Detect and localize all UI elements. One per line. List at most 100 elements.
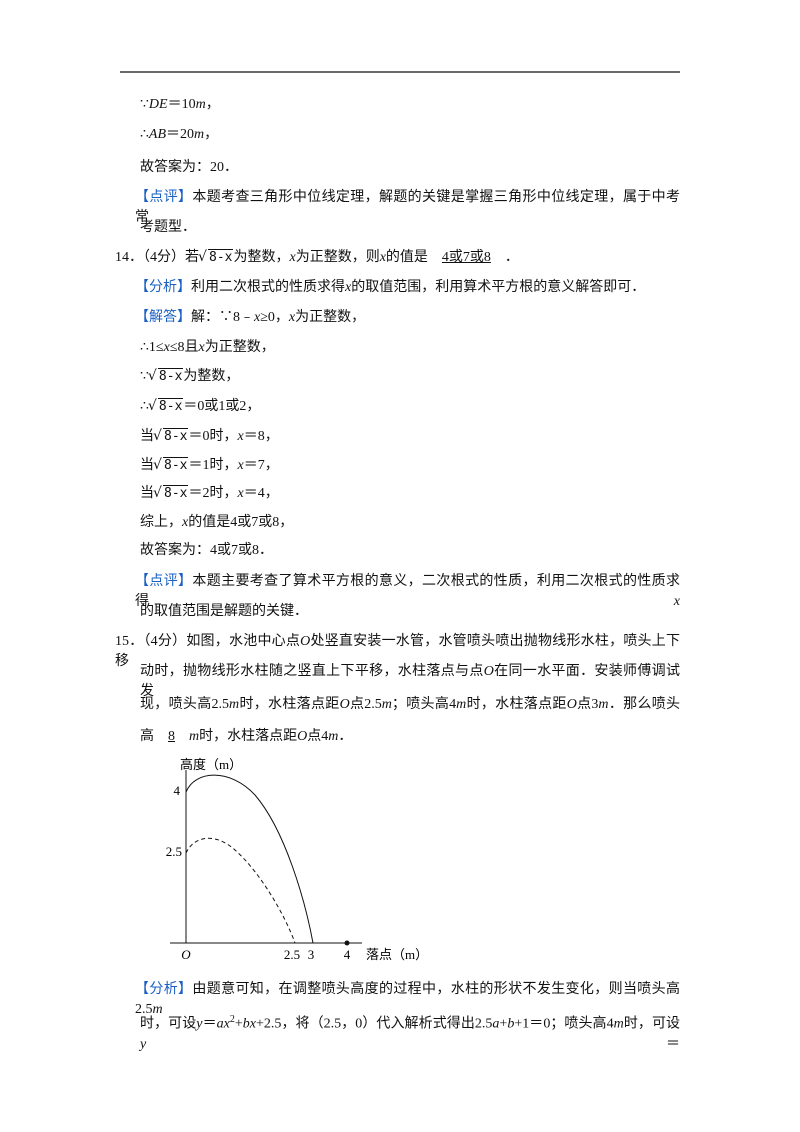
- superscript: 2: [229, 1014, 235, 1025]
- text-line: 【点评】本题主要考查了算术平方根的意义，二次根式的性质，利用二次根式的性质求得x: [135, 572, 680, 612]
- text: ＝2时，: [188, 486, 238, 501]
- text: ≤8且: [169, 340, 199, 355]
- variable: x: [254, 310, 261, 325]
- text: 为正整数，: [295, 310, 366, 325]
- text: 的值是: [385, 250, 428, 265]
- text: 点3: [576, 697, 599, 712]
- curve-2-5m: [185, 837, 296, 944]
- text: 为整数，: [233, 250, 290, 265]
- variable: x: [237, 429, 244, 444]
- variable: x: [237, 458, 244, 473]
- figure: 高度（m） 4 2.5 O 2.5 3 4 落点（m）: [166, 757, 428, 962]
- text: ＝1时，: [188, 458, 238, 473]
- text: ＝7，: [243, 458, 279, 473]
- variable: ax: [216, 1016, 230, 1032]
- radical: 8-x: [163, 485, 189, 501]
- variable: x: [163, 340, 170, 355]
- variable: O: [566, 697, 577, 712]
- text: ＝8，: [243, 429, 279, 444]
- text: ＝20: [166, 127, 195, 142]
- text: ≥0，: [260, 310, 289, 325]
- x-label: 4: [344, 947, 351, 962]
- variable: m: [598, 697, 609, 712]
- text: 本题考查三角形中位线定理，解题的关键是掌握三角形中位线定理，属于中考常: [135, 190, 680, 225]
- text-line: ∴ 8-x＝0或1或2，: [140, 397, 260, 417]
- text-line: 动时，抛物线形水柱随之竖直上下平移，水柱落点与点O在同一水平面．安装师傅调试发: [140, 662, 680, 702]
- text: ＝4，: [243, 486, 279, 501]
- variable: m: [195, 97, 206, 112]
- variable: bx: [242, 1016, 256, 1032]
- y-label: 2.5: [166, 844, 182, 859]
- variable: x: [288, 310, 296, 325]
- text: ；喷头高4: [391, 697, 457, 712]
- text: ，: [204, 127, 219, 142]
- text: ∴: [140, 127, 149, 142]
- text: +2.5，将（2.5，0）代入解析式得出2.5: [255, 1016, 493, 1032]
- text-line: 考题型．: [140, 218, 196, 238]
- text: 故答案为：20．: [140, 160, 238, 175]
- text: 本题主要考查了算术平方根的意义，二次根式的性质，利用二次根式的性质求得: [135, 574, 680, 609]
- variable: m: [152, 1002, 163, 1017]
- text: ∴1≤: [140, 340, 164, 355]
- text: 由题意可知，在调整喷头高度的过程中，水柱的形状不发生变化，则当喷头高2.5: [135, 982, 680, 1017]
- text-line: 【分析】利用二次根式的性质求得x的取值范围，利用算术平方根的意义解答即可．: [135, 278, 645, 298]
- text: 时，水柱落点距: [239, 697, 340, 712]
- section-tag: 【点评】: [135, 190, 193, 205]
- text: 的取值范围，利用算术平方根的意义解答即可．: [351, 280, 646, 295]
- point-4: [344, 940, 350, 946]
- x-label: 3: [308, 947, 315, 962]
- variable: m: [381, 697, 392, 712]
- text-line: 故答案为：4或7或8．: [140, 541, 273, 561]
- text: 当: [140, 486, 154, 501]
- variable: a: [492, 1016, 500, 1032]
- y-label: 4: [174, 783, 181, 798]
- variable: O: [339, 697, 350, 712]
- text-line: ∴AB＝20m，: [140, 125, 218, 145]
- variable: m: [194, 127, 205, 142]
- section-tag: 【分析】: [135, 280, 191, 295]
- variable: x: [379, 250, 386, 265]
- text: 解：∵8﹣: [191, 310, 254, 325]
- variable: m: [613, 1016, 624, 1032]
- y-axis-label: 高度（m）: [180, 757, 242, 772]
- text-line: 【解答】解：∵8﹣x≥0，x为正整数，: [135, 308, 365, 328]
- text: ＝0时，: [188, 429, 238, 444]
- text: ．: [338, 729, 353, 744]
- variable: m: [229, 697, 240, 712]
- variable: b: [507, 1016, 515, 1032]
- text: 15．（4分）如图，水池中心点: [115, 634, 301, 649]
- text-line: 故答案为：20．: [140, 158, 238, 178]
- text: +: [499, 1016, 508, 1032]
- text: ＝: [202, 1016, 217, 1032]
- text: ．: [504, 250, 519, 265]
- section-tag: 【分析】: [135, 982, 193, 997]
- text-line: 当 8-x＝1时，x＝7，: [140, 456, 279, 476]
- variable: O: [483, 664, 494, 679]
- text-line: ∵ 8-x为整数，: [140, 367, 239, 387]
- text-line: 【分析】由题意可知，在调整喷头高度的过程中，水柱的形状不发生变化，则当喷头高2.…: [135, 980, 680, 1020]
- text: 为正整数，则: [295, 250, 380, 265]
- text: ＝0或1或2，: [183, 399, 261, 414]
- text: ∵: [140, 369, 149, 384]
- text: 14．（4分）若: [115, 250, 199, 265]
- variable: x: [289, 250, 296, 265]
- text-line: 的取值范围是解题的关键．: [140, 602, 308, 622]
- answer: 8: [168, 729, 175, 744]
- text: ∴: [140, 399, 149, 414]
- variable: x: [237, 486, 244, 501]
- variable: AB: [148, 127, 167, 142]
- variable: DE: [148, 97, 168, 112]
- text-line: 高 8 m时，水柱落点距O点4m．: [140, 727, 352, 747]
- text: 故答案为：4或7或8．: [140, 543, 273, 558]
- text: 的取值范围是解题的关键．: [140, 604, 308, 619]
- text-line: ∵DE＝10m，: [140, 95, 220, 115]
- section-tag: 【点评】: [135, 574, 193, 589]
- text: 点4: [307, 729, 329, 744]
- radical: 8-x: [163, 428, 189, 444]
- text: +: [234, 1016, 243, 1032]
- variable: O: [300, 634, 311, 649]
- text: +1＝0；喷头高4: [514, 1016, 614, 1032]
- x-axis-label: 落点（m）: [366, 947, 428, 962]
